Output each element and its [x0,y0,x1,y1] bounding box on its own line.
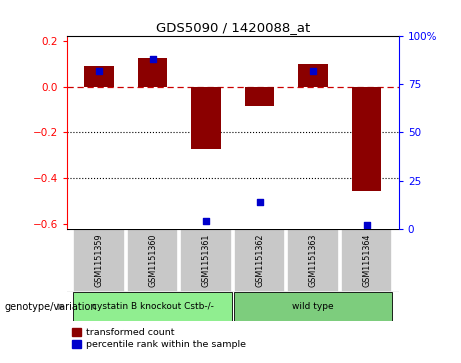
Bar [245,87,274,106]
Text: GSM1151364: GSM1151364 [362,234,371,287]
Text: genotype/variation: genotype/variation [5,302,97,312]
Bar [352,87,381,191]
Bar [180,229,232,292]
Point [256,199,263,205]
Title: GDS5090 / 1420088_at: GDS5090 / 1420088_at [156,21,310,34]
Bar [191,87,221,148]
Bar [298,64,328,87]
Text: GSM1151363: GSM1151363 [308,234,318,287]
Point [149,57,156,62]
Legend: transformed count, percentile rank within the sample: transformed count, percentile rank withi… [71,328,246,349]
Bar [341,229,392,292]
Text: GSM1151361: GSM1151361 [201,234,211,287]
Bar [73,292,232,321]
Bar [234,229,285,292]
Text: wild type: wild type [292,302,334,311]
Bar [138,58,167,87]
Bar [73,229,124,292]
Point [309,68,317,74]
Point [363,222,370,228]
Text: cystatin B knockout Cstb-/-: cystatin B knockout Cstb-/- [92,302,213,311]
Text: GSM1151360: GSM1151360 [148,234,157,287]
Text: GSM1151362: GSM1151362 [255,234,264,287]
Point [202,218,210,224]
Bar [84,66,114,87]
Bar [127,229,178,292]
Point [95,68,103,74]
Text: GSM1151359: GSM1151359 [95,234,103,287]
Bar [234,292,392,321]
Bar [287,229,339,292]
